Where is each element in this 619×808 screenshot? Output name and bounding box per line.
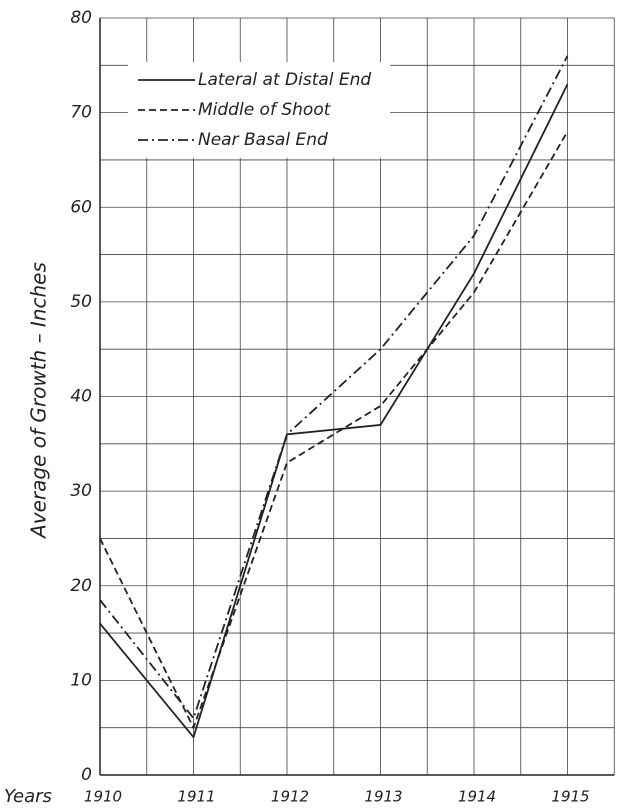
x-tick-label: 1914	[458, 788, 496, 806]
y-tick-label: 70	[70, 103, 92, 123]
legend-label: Lateral at Distal End	[198, 70, 371, 90]
x-tick-label: 1912	[271, 788, 309, 806]
series-line	[99, 55, 569, 721]
y-tick-label: 0	[81, 765, 92, 785]
y-axis-title: Average of Growth – Inches	[27, 262, 51, 540]
y-tick-label: 40	[70, 387, 92, 407]
series-line	[99, 83, 569, 740]
y-tick-label: 80	[70, 8, 92, 28]
legend-label: Near Basal End	[198, 130, 328, 150]
y-tick-label: 60	[70, 197, 92, 217]
y-tick-label: 10	[70, 670, 92, 690]
y-tick-label: 30	[70, 481, 92, 501]
x-tick-label: 1910	[84, 788, 122, 806]
x-tick-label: 1913	[364, 788, 402, 806]
x-tick-label: 1915	[551, 788, 589, 806]
legend: Lateral at Distal End Middle of Shoot Near…	[128, 62, 390, 158]
x-tick-label: 1911	[177, 788, 215, 806]
x-axis-title: Years	[4, 786, 52, 807]
legend-label: Middle of Shoot	[198, 100, 332, 120]
y-tick-label: 50	[70, 292, 92, 312]
y-tick-label: 20	[70, 576, 92, 596]
